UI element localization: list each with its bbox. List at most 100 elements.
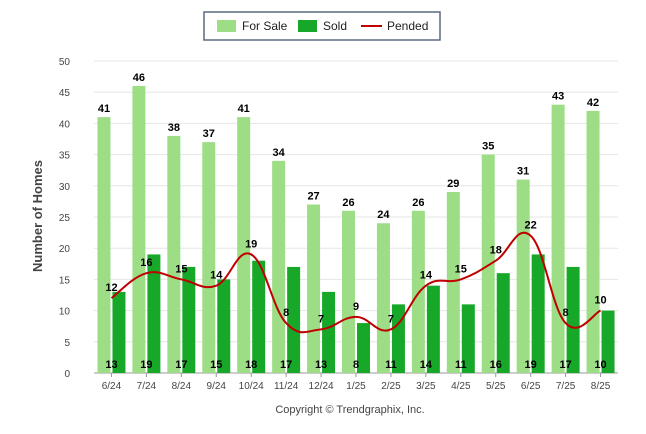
x-tick-label: 8/24 xyxy=(172,381,192,392)
data-label-for-sale: 41 xyxy=(98,103,110,115)
legend-label-sold: Sold xyxy=(323,19,347,33)
bar-sold xyxy=(391,304,405,373)
data-label-sold: 17 xyxy=(280,359,292,371)
data-label-for-sale: 42 xyxy=(587,97,599,109)
x-tick-label: 9/24 xyxy=(207,381,227,392)
data-labels: 41 13 46 19 38 17 37 15 41 18 34 17 27 13 26 8 24 11 26 14 2… xyxy=(98,72,607,371)
bar-sold xyxy=(496,273,510,373)
x-tick-label: 11/24 xyxy=(274,381,299,392)
bar-for-sale xyxy=(551,104,565,374)
data-label-pended: 15 xyxy=(455,263,467,275)
x-tick-label: 4/25 xyxy=(451,381,471,392)
bar-sold xyxy=(182,266,196,373)
data-label-for-sale: 37 xyxy=(203,128,215,140)
x-tick-label: 3/25 xyxy=(416,381,436,392)
x-tick-label: 5/25 xyxy=(486,381,506,392)
y-tick-label: 45 xyxy=(59,88,71,99)
x-tick-label: 10/24 xyxy=(239,381,264,392)
data-label-sold: 13 xyxy=(315,359,327,371)
data-label-for-sale: 29 xyxy=(447,178,459,190)
data-label-for-sale: 27 xyxy=(307,191,319,203)
data-label-pended: 15 xyxy=(175,263,187,275)
data-label-for-sale: 41 xyxy=(238,103,250,115)
bar-for-sale xyxy=(202,142,216,373)
data-label-pended: 14 xyxy=(420,270,433,282)
bar-for-sale xyxy=(376,223,390,373)
bar-sold xyxy=(601,310,615,373)
data-label-pended: 19 xyxy=(245,238,257,250)
y-tick-label: 15 xyxy=(59,275,71,286)
bar-for-sale xyxy=(411,210,425,373)
bar-for-sale xyxy=(97,117,111,373)
data-label-for-sale: 26 xyxy=(342,197,354,209)
y-tick-label: 25 xyxy=(59,213,71,224)
data-label-sold: 14 xyxy=(420,359,433,371)
pended-line xyxy=(110,231,602,334)
bar-sold xyxy=(357,323,370,373)
y-tick-label: 10 xyxy=(59,307,71,318)
bar-sold xyxy=(112,291,126,373)
data-label-sold: 15 xyxy=(210,359,222,371)
legend-swatch-for-sale xyxy=(217,20,236,32)
data-label-pended: 12 xyxy=(105,282,117,294)
data-label-sold: 19 xyxy=(525,359,537,371)
bar-for-sale xyxy=(237,117,251,373)
data-label-for-sale: 35 xyxy=(482,141,494,153)
x-tick-label: 7/24 xyxy=(137,381,157,392)
x-tick-label: 7/25 xyxy=(556,381,576,392)
bar-sold xyxy=(566,266,580,373)
y-tick-label: 20 xyxy=(59,244,71,255)
legend: For Sale Sold Pended xyxy=(203,11,441,41)
x-axis-ticks: 6/24 7/24 8/24 9/24 10/24 11/24 12/24 1/25 2/25 3… xyxy=(102,373,611,392)
data-label-pended: 7 xyxy=(318,313,324,325)
data-label-sold: 10 xyxy=(594,359,606,371)
legend-box xyxy=(203,11,441,41)
y-tick-label: 5 xyxy=(64,338,70,349)
data-label-for-sale: 24 xyxy=(377,209,390,221)
y-tick-label: 0 xyxy=(64,369,70,380)
bar-for-sale xyxy=(307,204,321,373)
bar-sold xyxy=(322,291,336,373)
bar-sold xyxy=(461,304,475,373)
bar-for-sale xyxy=(516,179,530,373)
bar-for-sale xyxy=(342,210,355,373)
data-label-sold: 8 xyxy=(353,359,359,371)
bar-for-sale xyxy=(132,85,146,374)
bar-for-sale xyxy=(586,110,600,374)
data-label-sold: 19 xyxy=(140,359,152,371)
x-tick-label: 8/25 xyxy=(591,381,611,392)
y-tick-label: 40 xyxy=(59,119,71,130)
data-label-sold: 11 xyxy=(455,359,467,371)
data-label-sold: 13 xyxy=(105,359,117,371)
data-label-pended: 10 xyxy=(594,295,606,307)
data-label-for-sale: 31 xyxy=(517,166,529,178)
data-label-for-sale: 43 xyxy=(552,91,564,103)
x-tick-label: 2/25 xyxy=(381,381,401,392)
bar-for-sale xyxy=(481,154,495,373)
bar-sold xyxy=(147,254,161,373)
data-label-pended: 9 xyxy=(353,301,359,313)
data-label-pended: 8 xyxy=(563,307,569,319)
data-label-sold: 18 xyxy=(245,359,257,371)
y-tick-label: 30 xyxy=(59,182,71,193)
data-label-for-sale: 46 xyxy=(133,72,145,84)
data-label-for-sale: 26 xyxy=(412,197,424,209)
y-axis-ticks: 0 5 10 15 20 25 30 35 40 45 50 xyxy=(59,57,71,380)
legend-swatch-sold xyxy=(298,20,317,32)
y-tick-label: 50 xyxy=(59,57,71,68)
pended-line-layer xyxy=(110,231,602,334)
bar-sold xyxy=(252,260,266,373)
data-label-sold: 17 xyxy=(559,359,571,371)
legend-label-pended: Pended xyxy=(387,19,428,33)
bar-for-sale xyxy=(446,192,460,373)
x-tick-label: 6/24 xyxy=(102,381,122,392)
bar-sold xyxy=(217,279,231,373)
data-label-for-sale: 34 xyxy=(273,147,286,159)
data-label-pended: 7 xyxy=(388,313,394,325)
legend-label-for-sale: For Sale xyxy=(242,19,288,33)
x-tick-label: 1/25 xyxy=(346,381,366,392)
data-label-pended: 16 xyxy=(140,257,152,269)
data-label-pended: 18 xyxy=(490,245,502,257)
data-label-pended: 8 xyxy=(283,307,289,319)
